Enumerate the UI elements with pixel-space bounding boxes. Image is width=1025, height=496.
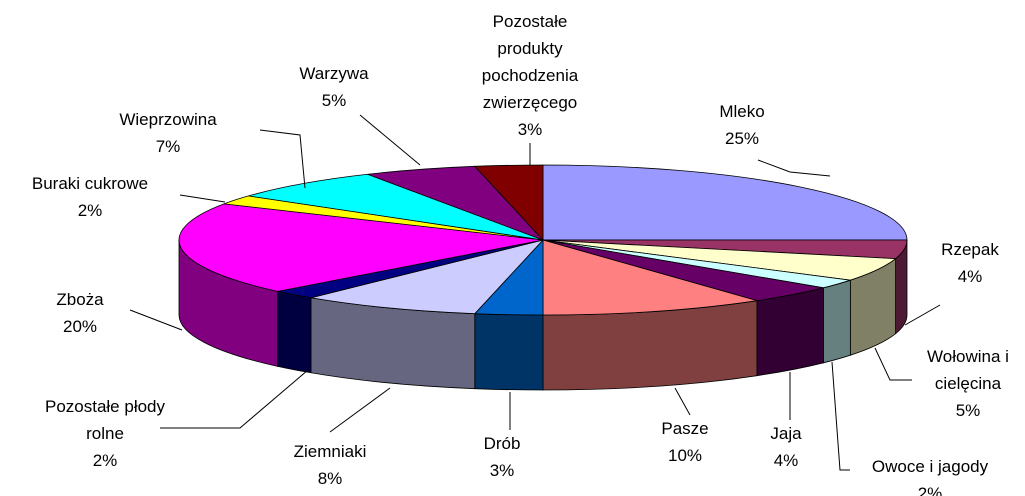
slice-label: Pozostałe płody rolne 2% (25, 393, 185, 474)
value-label: 2% (77, 201, 103, 220)
category-label: Wołowina i cielęcina (927, 347, 1009, 393)
category-label: Pozostałe produkty pochodzenia zwierzęce… (481, 12, 579, 112)
slice-side (823, 279, 851, 364)
slice-label: Jaja 4% (756, 420, 816, 474)
leader-line (904, 304, 941, 326)
slice-label: Pasze 10% (650, 415, 720, 469)
value-label: 7% (155, 137, 181, 156)
value-label: 20% (62, 317, 98, 336)
leader-line (831, 361, 850, 471)
category-label: Wieprzowina (119, 110, 217, 129)
value-label: 2% (92, 451, 118, 470)
leader-line (160, 369, 309, 429)
slice (248, 173, 544, 241)
slice-label: Warzywa 5% (289, 60, 379, 114)
leader-line (359, 114, 421, 166)
slice-side (474, 313, 544, 391)
slice-label: Wołowina i cielęcina 5% (913, 343, 1023, 424)
leader-line (179, 194, 226, 203)
category-label: Zboża (56, 290, 104, 309)
category-label: Pasze (661, 419, 709, 438)
value-label: 10% (667, 446, 703, 465)
slice (310, 239, 545, 315)
leader-line (757, 159, 831, 177)
slice-label: Zboża 20% (40, 286, 120, 340)
category-label: Mleko (719, 102, 765, 121)
slice-label: Drób 3% (472, 430, 532, 484)
category-label: Owoce i jagody (871, 457, 989, 476)
category-label: Rzepak (941, 240, 999, 259)
leader-line (259, 129, 306, 189)
slice (542, 239, 758, 316)
leader-line (329, 387, 391, 433)
leader-line (674, 387, 691, 416)
category-label: Jaja (770, 424, 802, 443)
slice-label: Buraki cukrowe 2% (5, 170, 175, 224)
category-label: Pozostałe płody rolne (44, 397, 166, 443)
leader-line (874, 347, 912, 381)
slice-label: Mleko 25% (697, 98, 787, 152)
value-label: 5% (321, 91, 347, 110)
value-label: 3% (489, 461, 515, 480)
slice-label: Rzepak 4% (930, 236, 1010, 290)
category-label: Buraki cukrowe (31, 174, 149, 193)
slice (473, 164, 544, 242)
value-label: 5% (955, 401, 981, 420)
slice-label: Wieprzowina 7% (103, 106, 233, 160)
value-label: 25% (724, 129, 760, 148)
category-label: Ziemniaki (293, 442, 367, 461)
leader-line (129, 309, 183, 331)
slice-label: Pozostałe produkty pochodzenia zwierzęce… (475, 8, 585, 143)
slice-label: Ziemniaki 8% (275, 438, 385, 492)
slice-side (277, 290, 312, 374)
slice-label: Owoce i jagody 2% (835, 453, 1025, 496)
category-label: Drób (483, 434, 521, 453)
slice (542, 164, 908, 241)
value-label: 8% (317, 469, 343, 488)
category-label: Warzywa (299, 64, 369, 83)
value-label: 4% (957, 267, 983, 286)
slice (178, 203, 544, 292)
slice-side (756, 287, 824, 377)
value-label: 3% (517, 120, 543, 139)
value-label: 4% (773, 451, 799, 470)
value-label: 2% (917, 484, 943, 496)
